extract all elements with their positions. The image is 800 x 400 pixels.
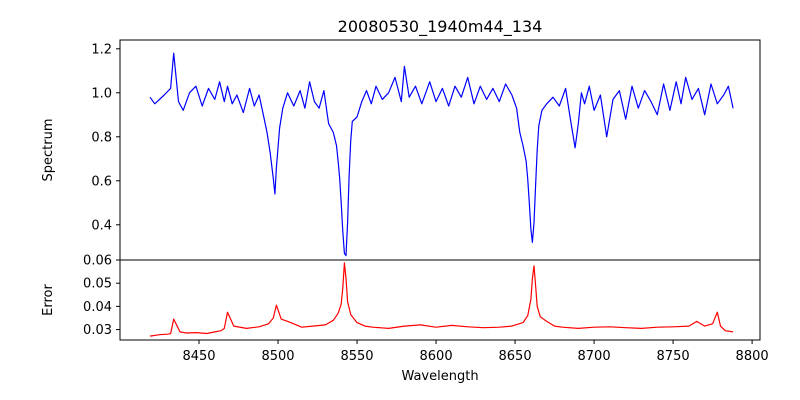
x-tick-label: 8700 xyxy=(578,349,611,364)
x-tick-label: 8750 xyxy=(657,349,690,364)
spectrum-y-tick-label: 1.0 xyxy=(91,86,112,101)
error-y-tick-label: 0.05 xyxy=(83,277,112,292)
spectrum-line xyxy=(149,52,734,257)
error-y-tick-label: 0.06 xyxy=(83,254,112,269)
x-tick-label: 8650 xyxy=(499,349,532,364)
error-y-axis-label: Error xyxy=(41,284,56,316)
spectrum-y-tick-label: 0.8 xyxy=(91,130,112,145)
spectrum-y-tick-label: 0.6 xyxy=(91,174,112,189)
x-tick-label: 8500 xyxy=(261,349,294,364)
error-y-tick-label: 0.03 xyxy=(83,323,112,338)
spectrum-y-tick-label: 0.4 xyxy=(91,218,112,233)
spectrum-y-ticks: 0.4 0.6 0.8 1.0 1.2 xyxy=(91,42,120,233)
x-tick-label: 8800 xyxy=(736,349,769,364)
spectrum-panel: 0.4 0.6 0.8 1.0 1.2 Spectrum xyxy=(41,39,761,261)
error-panel: 0.03 0.04 0.05 0.06 Error xyxy=(41,254,761,341)
spectrum-y-axis-label: Spectrum xyxy=(41,119,56,182)
x-tick-label: 8550 xyxy=(340,349,373,364)
spectrum-y-tick-label: 1.2 xyxy=(91,42,112,57)
error-y-ticks: 0.03 0.04 0.05 0.06 xyxy=(83,254,120,338)
x-axis-ticks: 8450 8500 8550 8600 8650 8700 8750 8800 xyxy=(182,340,769,364)
error-line xyxy=(149,262,734,337)
error-axes-frame xyxy=(119,259,761,341)
x-axis-label: Wavelength xyxy=(401,369,478,384)
x-tick-label: 8600 xyxy=(420,349,453,364)
chart-title: 20080530_1940m44_134 xyxy=(338,17,543,37)
x-tick-label: 8450 xyxy=(182,349,215,364)
error-y-tick-label: 0.04 xyxy=(83,300,112,315)
